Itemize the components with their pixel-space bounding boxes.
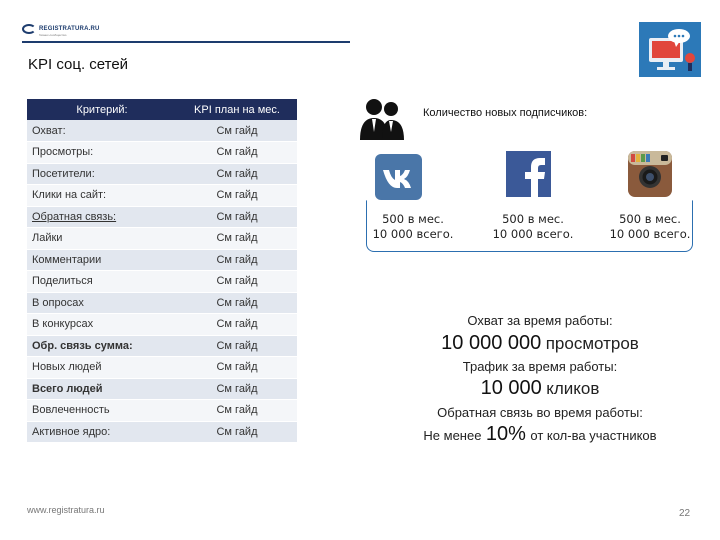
row-value: См гайд — [177, 249, 297, 271]
row-label: Новых людей — [27, 356, 177, 379]
traffic-line: 10 000 кликов — [395, 377, 685, 400]
vk-monthly: 500 в мес. — [382, 212, 444, 226]
feedback-value: 10% — [485, 423, 526, 445]
page-number: 22 — [679, 508, 691, 519]
row-value: См гайд — [177, 335, 297, 357]
table-row: В опросах См гайд — [27, 292, 297, 314]
people-icon — [358, 96, 406, 147]
reach-unit: просмотров — [545, 334, 639, 353]
row-label: Посетители: — [27, 163, 177, 185]
row-value: См гайд — [177, 313, 297, 336]
row-label: Обр. связь сумма: — [27, 335, 177, 357]
table-row: Охват: См гайд — [27, 120, 297, 142]
kpi-table-header: Критерий: KPI план на мес. — [27, 99, 297, 120]
row-label: Охват: — [27, 120, 177, 142]
instagram-icon — [628, 151, 672, 202]
row-label: Клики на сайт: — [27, 184, 177, 207]
reach-label: Охват за время работы: — [467, 313, 613, 328]
header-kpi-plan: KPI план на мес. — [177, 99, 297, 120]
table-row: Клики на сайт: См гайд — [27, 184, 297, 207]
row-value: См гайд — [177, 270, 297, 293]
logo-text: REGISTRATURA.RU — [39, 26, 100, 32]
logo: REGISTRATURA.RU бизнес-сообщество — [22, 24, 100, 37]
facebook-icon — [506, 151, 551, 202]
facebook-total: 10 000 всего. — [492, 227, 574, 241]
subscribers-panel — [366, 200, 693, 252]
table-row: Комментарии См гайд — [27, 249, 297, 271]
monitor-chat-illustration-icon — [639, 22, 701, 77]
subscribers-title: Количество новых подписчиков: — [423, 107, 588, 119]
reach-block: Охват за время работы: 10 000 000 просмо… — [395, 313, 685, 355]
row-value: См гайд — [177, 141, 297, 164]
row-value: См гайд — [177, 184, 297, 207]
row-value: См гайд — [177, 227, 297, 250]
table-row: Обратная связь: См гайд — [27, 206, 297, 228]
traffic-label: Трафик за время работы: — [462, 359, 618, 374]
traffic-value: 10 000 — [480, 377, 542, 399]
table-row: Вовлеченность См гайд — [27, 399, 297, 422]
table-row: Лайки См гайд — [27, 227, 297, 250]
feedback-block: Обратная связь во время работы: Не менее… — [395, 405, 685, 446]
row-value: См гайд — [177, 206, 297, 228]
row-value: См гайд — [177, 292, 297, 314]
feedback-label: Обратная связь во время работы: — [437, 405, 643, 420]
vk-stats: 500 в мес. 10 000 всего. — [358, 212, 468, 242]
row-label: Поделиться — [27, 270, 177, 293]
row-label: Всего людей — [27, 378, 177, 400]
row-value: См гайд — [177, 356, 297, 379]
footer-url: www.registratura.ru — [27, 505, 105, 515]
row-label: Вовлеченность — [27, 399, 177, 422]
row-value: См гайд — [177, 378, 297, 400]
row-label: Комментарии — [27, 249, 177, 271]
row-value: См гайд — [177, 421, 297, 443]
table-row: Обр. связь сумма: См гайд — [27, 335, 297, 357]
reach-line: 10 000 000 просмотров — [395, 332, 685, 355]
instagram-total: 10 000 всего. — [609, 227, 691, 241]
instagram-monthly: 500 в мес. — [619, 212, 681, 226]
feedback-line: Не менее 10% от кол-ва участников — [395, 423, 685, 446]
row-label: В конкурсах — [27, 313, 177, 336]
header-criterion: Критерий: — [27, 99, 177, 120]
row-label: Активное ядро: — [27, 421, 177, 443]
row-label: Лайки — [27, 227, 177, 250]
reach-value: 10 000 000 — [441, 332, 542, 354]
traffic-block: Трафик за время работы: 10 000 кликов — [395, 359, 685, 400]
facebook-stats: 500 в мес. 10 000 всего. — [478, 212, 588, 242]
table-row: Просмотры: См гайд — [27, 141, 297, 164]
table-row: Активное ядро: См гайд — [27, 421, 297, 443]
feedback-suffix: от кол-ва участников — [530, 428, 657, 443]
page-title: KPI соц. сетей — [28, 56, 129, 73]
table-row: Всего людей См гайд — [27, 378, 297, 400]
instagram-stats: 500 в мес. 10 000 всего. — [595, 212, 705, 242]
vk-total: 10 000 всего. — [372, 227, 454, 241]
row-value: См гайд — [177, 120, 297, 142]
traffic-unit: кликов — [546, 379, 600, 398]
logo-subtext: бизнес-сообщество — [39, 33, 67, 37]
table-row: Поделиться См гайд — [27, 270, 297, 293]
row-label: Просмотры: — [27, 141, 177, 164]
row-value: См гайд — [177, 399, 297, 422]
facebook-monthly: 500 в мес. — [502, 212, 564, 226]
feedback-prefix: Не менее — [423, 428, 482, 443]
row-label: Обратная связь: — [27, 206, 177, 228]
logo-mark-icon — [22, 24, 36, 34]
kpi-table: Критерий: KPI план на мес. Охват: См гайд… — [27, 99, 297, 443]
vk-icon — [375, 154, 422, 205]
table-row: В конкурсах См гайд — [27, 313, 297, 336]
top-rule — [22, 41, 350, 43]
table-row: Посетители: См гайд — [27, 163, 297, 185]
row-label: В опросах — [27, 292, 177, 314]
table-row: Новых людей См гайд — [27, 356, 297, 379]
row-value: См гайд — [177, 163, 297, 185]
